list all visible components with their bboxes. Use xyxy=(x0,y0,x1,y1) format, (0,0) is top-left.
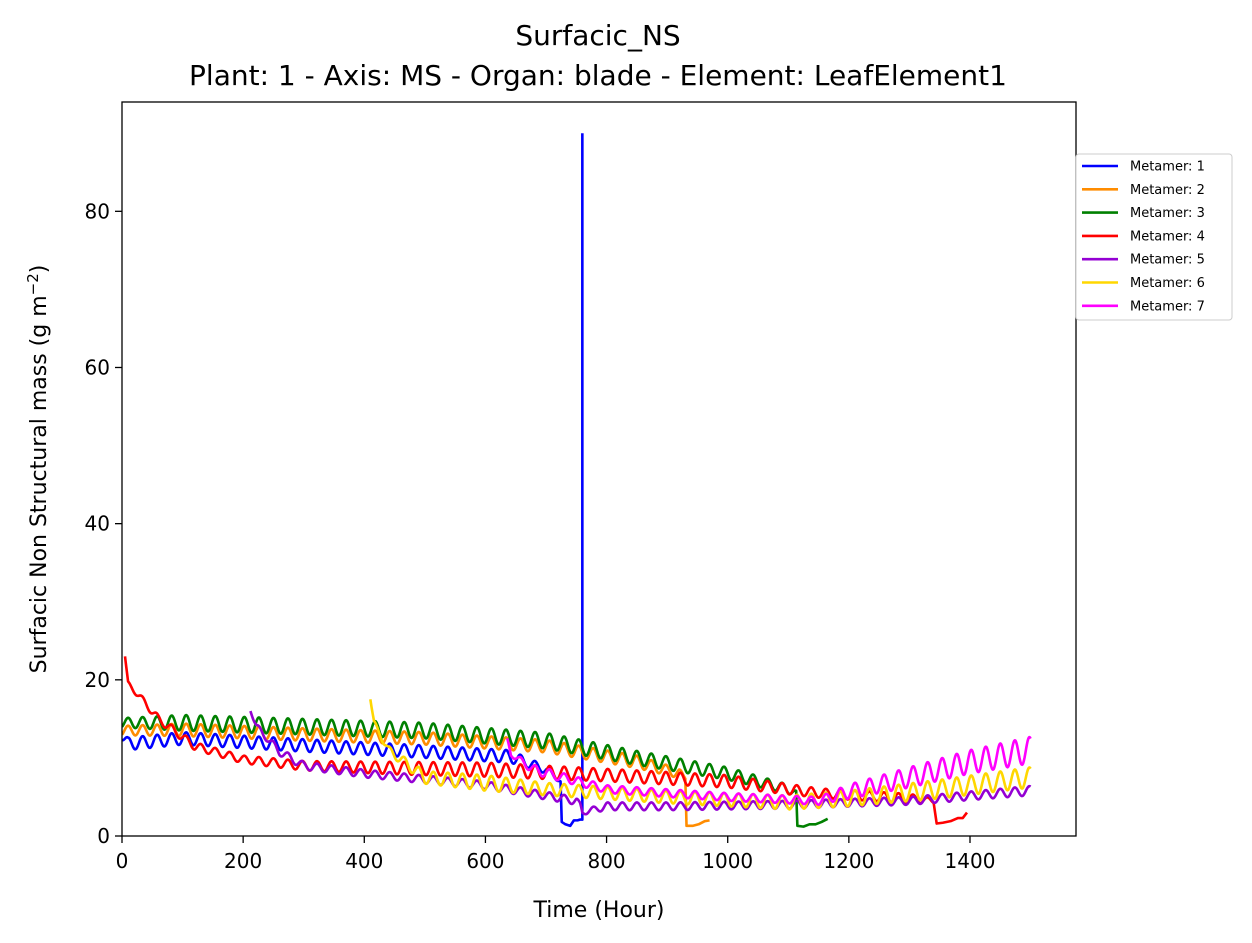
x-tick-label: 400 xyxy=(345,849,383,873)
series-line xyxy=(369,699,1032,811)
x-axis: 0 200 400 600 800 1000 1200 1400 xyxy=(116,836,996,873)
series-line xyxy=(249,710,1032,816)
series-line xyxy=(122,133,584,828)
x-tick-label: 1400 xyxy=(945,849,996,873)
legend-label: Metamer: 6 xyxy=(1130,276,1205,291)
y-tick-label: 20 xyxy=(85,668,110,692)
plot-frame xyxy=(121,101,1077,837)
series-line xyxy=(123,656,968,825)
y-tick-label: 60 xyxy=(85,355,110,379)
y-axis-label-main: Surfacic Non Structural mass (g m xyxy=(27,295,52,673)
x-tick-label: 600 xyxy=(466,849,504,873)
x-axis-label: Time (Hour) xyxy=(533,898,665,923)
y-axis: 0 20 40 60 80 xyxy=(85,199,122,848)
series-group xyxy=(122,133,1032,828)
x-tick-label: 1000 xyxy=(702,849,753,873)
series-line xyxy=(122,713,829,828)
y-axis-label: Surfacic Non Structural mass (g m−2) xyxy=(24,265,52,674)
chart-subtitle: Plant: 1 - Axis: MS - Organ: blade - Ele… xyxy=(189,59,1007,92)
legend-label: Metamer: 1 xyxy=(1130,160,1205,175)
legend: Metamer: 1 Metamer: 2 Metamer: 3 Metamer: 4… xyxy=(1075,153,1233,321)
legend-label: Metamer: 3 xyxy=(1130,206,1205,221)
x-tick-label: 800 xyxy=(587,849,625,873)
y-axis-label-close: ) xyxy=(27,265,52,274)
y-tick-label: 0 xyxy=(97,824,110,848)
y-tick-label: 40 xyxy=(85,512,110,536)
legend-label: Metamer: 4 xyxy=(1130,229,1205,244)
x-tick-label: 0 xyxy=(116,849,129,873)
legend-label: Metamer: 2 xyxy=(1130,183,1205,198)
legend-label: Metamer: 7 xyxy=(1130,299,1205,314)
x-tick-label: 200 xyxy=(224,849,262,873)
series-line xyxy=(122,722,710,828)
series-line xyxy=(505,735,1032,807)
x-tick-label: 1200 xyxy=(823,849,874,873)
y-axis-label-sup: −2 xyxy=(24,273,42,295)
chart-title: Surfacic_NS xyxy=(515,19,680,52)
legend-label: Metamer: 5 xyxy=(1130,253,1205,268)
y-tick-label: 80 xyxy=(85,199,110,223)
legend-frame xyxy=(1075,153,1233,321)
